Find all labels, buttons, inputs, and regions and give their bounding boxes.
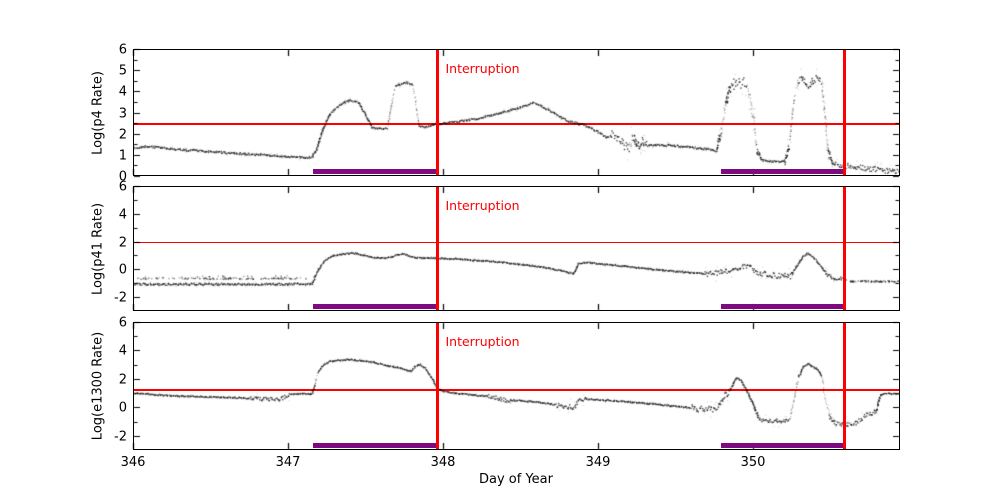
x-tick-label: 349 bbox=[585, 455, 611, 470]
event-bar bbox=[720, 169, 843, 174]
x-tick-label: 346 bbox=[120, 455, 146, 470]
x-axis-title: Day of Year bbox=[479, 472, 553, 487]
y-tick-label: 2 bbox=[118, 372, 127, 388]
y-tick-label: 2 bbox=[118, 235, 127, 251]
y-axis-label-p41: Log(p41 Rate) bbox=[90, 202, 106, 295]
event-bar bbox=[313, 304, 438, 309]
y-tick-label: -2 bbox=[114, 429, 127, 445]
y-axis-label-e1300: Log(e1300 Rate) bbox=[90, 331, 106, 441]
threshold-line bbox=[134, 241, 899, 244]
interruption-line bbox=[435, 187, 439, 310]
interruption-label: Interruption bbox=[445, 198, 520, 213]
x-tick-label: 347 bbox=[275, 455, 301, 470]
y-tick-label: 6 bbox=[118, 179, 127, 195]
y-tick-label: 1 bbox=[118, 148, 127, 164]
x-tick-label: 350 bbox=[740, 455, 766, 470]
interruption-line bbox=[435, 50, 439, 175]
y-tick-label: 2 bbox=[118, 127, 127, 143]
y-tick-label: 3 bbox=[118, 106, 127, 121]
interruption-line bbox=[843, 323, 847, 449]
event-bar bbox=[313, 443, 438, 448]
y-tick-label: 4 bbox=[118, 84, 127, 100]
threshold-line bbox=[134, 389, 899, 391]
interruption-line bbox=[843, 50, 847, 175]
y-tick-label: 0 bbox=[118, 400, 127, 416]
y-tick-label: 6 bbox=[118, 315, 127, 331]
event-bar bbox=[720, 304, 843, 309]
y-tick-label: 0 bbox=[118, 262, 127, 278]
interruption-line bbox=[435, 323, 439, 449]
threshold-line bbox=[134, 123, 899, 125]
y-tick-label: 6 bbox=[118, 42, 127, 58]
interruption-label: Interruption bbox=[445, 334, 520, 349]
x-tick-label: 348 bbox=[430, 455, 456, 470]
interruption-label: Interruption bbox=[445, 61, 520, 76]
y-tick-label: 5 bbox=[118, 63, 127, 79]
event-bar bbox=[313, 169, 438, 174]
y-tick-label: 4 bbox=[118, 207, 127, 223]
x-axis-ticks: 346 347 348 349 350 bbox=[0, 456, 1000, 472]
y-axis-label-p4: Log(p4 Rate) bbox=[90, 70, 106, 155]
event-bar bbox=[720, 443, 843, 448]
y-tick-label: 4 bbox=[118, 343, 127, 359]
panel-e1300-rate: Log(e1300 Rate) Interruption -2 0 2 4 6 bbox=[91, 317, 900, 450]
panel-p41-rate: Log(p41 Rate) Interruption -2 0 2 4 6 bbox=[91, 181, 900, 311]
y-tick-label: -2 bbox=[114, 290, 127, 306]
interruption-line bbox=[843, 187, 847, 310]
